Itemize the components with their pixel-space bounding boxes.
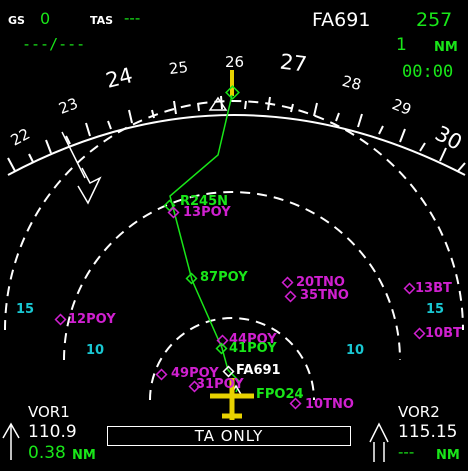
ta-only-box: TA ONLY xyxy=(107,426,351,446)
destination-diamond-icon xyxy=(225,85,240,100)
distance-unit: NM xyxy=(434,40,458,55)
track-triangle-icon xyxy=(208,96,228,111)
active-route xyxy=(169,94,241,393)
waypoint-label: 87POY xyxy=(200,270,248,285)
wind-arrow-icon xyxy=(61,131,102,205)
aircraft-symbol-icon xyxy=(210,378,254,420)
range-label-inner-right: 10 xyxy=(346,343,365,358)
waypoint-label: 41POY xyxy=(229,341,277,356)
compass-arc xyxy=(7,114,466,176)
tas-value: --- xyxy=(124,9,141,27)
vor1-frequency: 110.9 xyxy=(28,422,77,442)
vor1-label: VOR1 xyxy=(28,403,70,421)
compass-label-27: 27 xyxy=(278,49,309,77)
vor2-pointer-icon xyxy=(369,422,389,462)
flight-id: FA691 xyxy=(312,9,371,31)
vor2-label: VOR2 xyxy=(398,403,440,421)
waypoint-label: 31POY xyxy=(196,377,244,392)
range-label-outer-left: 15 xyxy=(16,302,35,317)
tas-label: TAS xyxy=(90,14,114,27)
ta-only-text: TA ONLY xyxy=(194,427,264,445)
waypoint-label: 10TNO xyxy=(305,397,354,412)
waypoint-label: 10BT xyxy=(425,326,462,341)
vor2-distance: --- xyxy=(398,443,415,461)
range-label-outer-right: 15 xyxy=(426,302,445,317)
vor2-frequency: 115.15 xyxy=(398,422,458,442)
waypoint-label: FPO24 xyxy=(256,387,304,402)
range-label-inner-left: 10 xyxy=(86,343,105,358)
heading-value: 257 xyxy=(416,9,453,31)
wind-value: ---/--- xyxy=(22,35,86,53)
compass-label-26: 26 xyxy=(225,53,245,71)
waypoint-label: 44POY xyxy=(229,332,277,347)
gs-label: GS xyxy=(8,14,25,27)
waypoint-label: 12POY xyxy=(68,312,116,327)
waypoint-label: FA691 xyxy=(236,363,281,378)
time-value: 00:00 xyxy=(402,62,454,82)
vor1-distance: 0.38 xyxy=(28,443,66,463)
waypoint-label: 35TNO xyxy=(300,288,349,303)
waypoint-label: R245N xyxy=(180,194,229,209)
vor1-pointer-icon xyxy=(2,422,20,460)
compass-label-25: 25 xyxy=(167,57,190,79)
range-ring-inner xyxy=(149,317,315,401)
compass-label-28: 28 xyxy=(340,71,364,95)
gs-value: 0 xyxy=(40,9,51,28)
range-ring-middle xyxy=(63,191,401,361)
waypoint-label: 49POY xyxy=(171,366,219,381)
range-ring-outer xyxy=(4,100,464,331)
waypoint-label: 20TNO xyxy=(296,275,345,290)
vor1-distance-unit: NM xyxy=(72,448,96,463)
waypoint-label: 13BT xyxy=(415,281,452,296)
waypoint-label: 13POY xyxy=(183,205,231,220)
distance-value: 1 xyxy=(396,35,407,55)
waypoint-markers xyxy=(54,199,426,410)
vor2-distance-unit: NM xyxy=(436,448,460,463)
